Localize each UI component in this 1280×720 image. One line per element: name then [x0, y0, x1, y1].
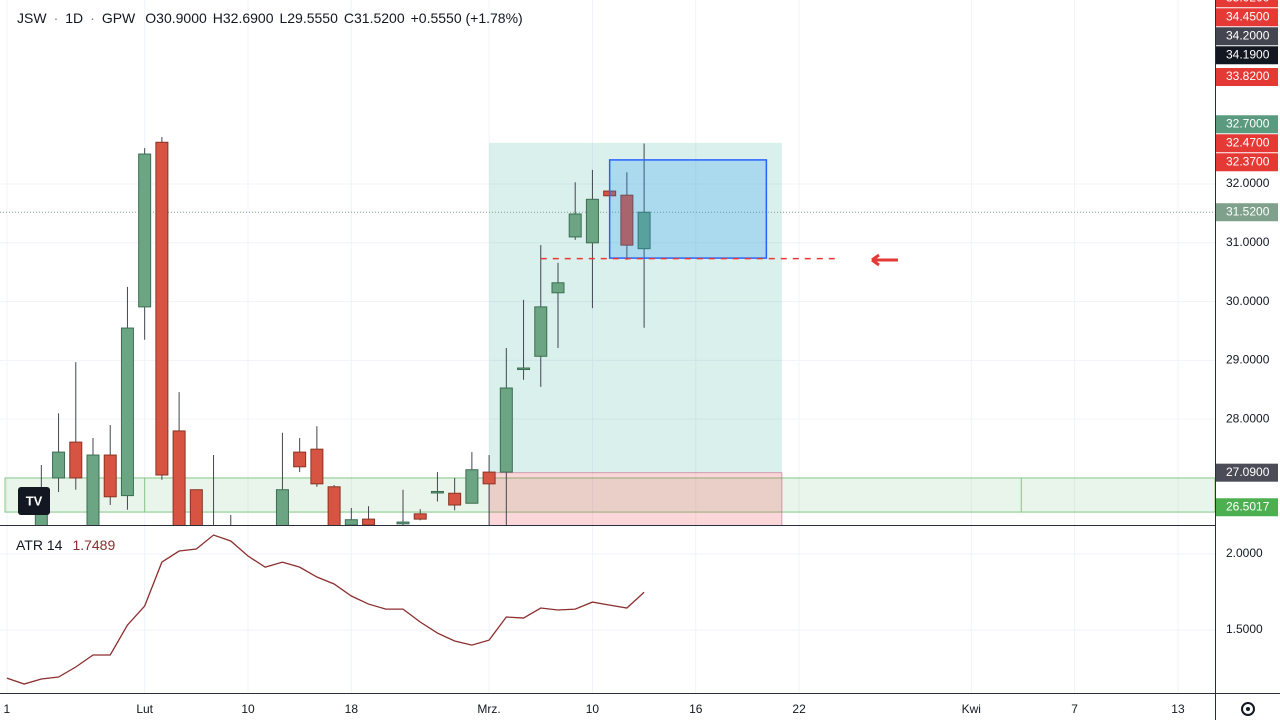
exchange: GPW — [102, 10, 136, 26]
settings-icon[interactable] — [1241, 702, 1255, 716]
candle-body — [465, 469, 479, 504]
candle-body — [413, 513, 427, 520]
price-label-bg — [1216, 203, 1278, 222]
x-tick-label: Kwi — [962, 702, 981, 716]
x-tick-label: 16 — [689, 702, 703, 716]
tv-logo: TV — [18, 487, 50, 515]
candle-body — [120, 327, 134, 497]
ohlc-low: L29.5550 — [279, 10, 338, 26]
price-label: 26.5017 — [1226, 499, 1270, 513]
x-tick-label: 22 — [792, 702, 806, 716]
y-tick-label: 29.0000 — [1226, 353, 1270, 367]
price-label-bg — [1216, 115, 1278, 134]
chart-header: JSW · 1D · GPW O30.9000 H32.6900 L29.5550 C31.52… — [17, 10, 523, 26]
candle-body — [293, 451, 307, 468]
price-label-bg — [1216, 134, 1278, 153]
ohlc-high: H32.6900 — [213, 10, 274, 26]
candle-body — [396, 521, 410, 525]
price-label-bg — [1216, 27, 1278, 46]
svg-text:TV: TV — [26, 493, 43, 508]
candle-body — [86, 454, 100, 525]
price-label: 32.3700 — [1226, 154, 1270, 168]
candle-body — [448, 492, 462, 506]
price-label-bg — [1216, 0, 1278, 8]
box — [608, 159, 768, 259]
candle-body — [585, 198, 599, 244]
candle-body — [103, 454, 117, 498]
x-tick-label: 1 — [4, 702, 11, 716]
atr-line — [6, 534, 645, 685]
price-label: 35.0200 — [1226, 0, 1270, 4]
y-tick-label: 28.0000 — [1226, 411, 1270, 425]
price-label-bg — [1216, 68, 1278, 87]
price-label: 27.0900 — [1226, 465, 1270, 479]
candle-body — [344, 519, 358, 525]
candle-body — [568, 213, 582, 238]
indicator-value: 1.7489 — [72, 537, 115, 553]
price-label-bg — [1216, 46, 1278, 65]
x-tick-label: Mrz. — [477, 702, 500, 716]
ohlc-change: +0.5550 (+1.78%) — [411, 10, 523, 26]
zone — [4, 477, 1215, 513]
x-tick-label: Lut — [136, 702, 153, 716]
x-tick-label: 10 — [586, 702, 600, 716]
position-stop — [488, 472, 783, 525]
price-label-bg — [1216, 8, 1278, 27]
sep: · — [54, 10, 59, 26]
candle-body — [499, 387, 513, 473]
candle-body — [517, 367, 531, 371]
x-tick-label: 7 — [1071, 702, 1078, 716]
price-label: 31.5200 — [1226, 204, 1270, 218]
candle-body — [534, 306, 548, 357]
candle-body — [551, 282, 565, 294]
price-label-bg — [1216, 153, 1278, 172]
x-tick-label: 10 — [241, 702, 255, 716]
y-tick-label: 30.0000 — [1226, 294, 1270, 308]
candle-body — [430, 490, 444, 494]
arrow-icon — [871, 253, 898, 267]
y-tick-label: 1.5000 — [1226, 622, 1263, 636]
price-label: 33.8200 — [1226, 69, 1270, 83]
x-tick-label: 18 — [345, 702, 359, 716]
candle-body — [310, 448, 324, 485]
price-label-bg — [1216, 498, 1278, 517]
indicator-legend: ATR 14 1.7489 — [16, 537, 115, 553]
candle-body — [52, 451, 66, 479]
sep: · — [90, 10, 95, 26]
ohlc-open: O30.9000 — [145, 10, 207, 26]
y-tick-label: 31.0000 — [1226, 235, 1270, 249]
y-tick-label: 2.0000 — [1226, 546, 1263, 560]
candle-body — [189, 489, 203, 525]
price-label: 34.2000 — [1226, 28, 1270, 42]
candle-body — [327, 486, 341, 525]
price-label: 34.1900 — [1226, 47, 1270, 61]
candle-body — [225, 531, 237, 540]
candle-body — [620, 194, 634, 246]
symbol: JSW — [17, 10, 47, 26]
interval: 1D — [65, 10, 83, 26]
candle-body — [69, 441, 83, 479]
candle-body — [155, 141, 169, 476]
indicator-name: ATR 14 — [16, 537, 63, 553]
price-label-bg — [1216, 463, 1278, 482]
x-tick-label: 13 — [1171, 702, 1185, 716]
candle-body — [362, 518, 376, 525]
candle-body — [172, 430, 186, 525]
y-tick-label: 32.0000 — [1226, 176, 1270, 190]
candle-body — [637, 211, 651, 250]
ohlc-close: C31.5200 — [344, 10, 405, 26]
candle-body — [275, 489, 289, 525]
candle-body — [482, 471, 496, 485]
price-label: 34.4500 — [1226, 9, 1270, 23]
candle-body — [138, 153, 152, 308]
price-label: 32.7000 — [1226, 116, 1270, 130]
price-label: 32.4700 — [1226, 135, 1270, 149]
